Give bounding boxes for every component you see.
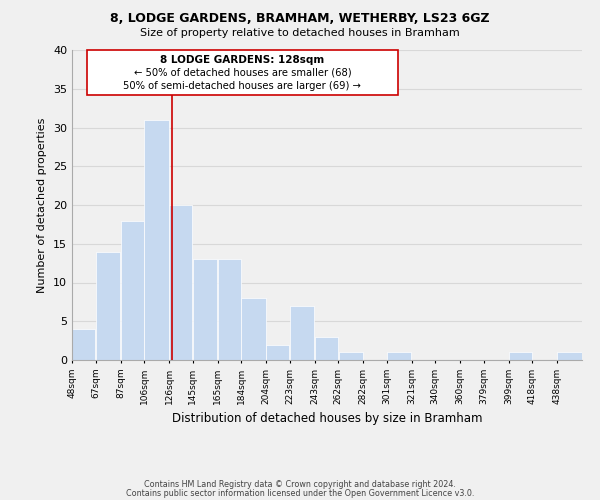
- Bar: [96, 252, 120, 360]
- Bar: [290, 306, 314, 360]
- Bar: [266, 344, 289, 360]
- Bar: [169, 205, 193, 360]
- Text: ← 50% of detached houses are smaller (68): ← 50% of detached houses are smaller (68…: [134, 68, 351, 78]
- Bar: [509, 352, 532, 360]
- Bar: [387, 352, 411, 360]
- Bar: [121, 220, 144, 360]
- Bar: [73, 329, 95, 360]
- Text: 8 LODGE GARDENS: 128sqm: 8 LODGE GARDENS: 128sqm: [160, 55, 325, 65]
- Bar: [193, 259, 217, 360]
- FancyBboxPatch shape: [87, 50, 398, 95]
- Text: 8, LODGE GARDENS, BRAMHAM, WETHERBY, LS23 6GZ: 8, LODGE GARDENS, BRAMHAM, WETHERBY, LS2…: [110, 12, 490, 26]
- Text: Contains HM Land Registry data © Crown copyright and database right 2024.: Contains HM Land Registry data © Crown c…: [144, 480, 456, 489]
- Bar: [145, 120, 169, 360]
- Bar: [338, 352, 363, 360]
- Bar: [557, 352, 581, 360]
- Text: 50% of semi-detached houses are larger (69) →: 50% of semi-detached houses are larger (…: [124, 80, 361, 90]
- Text: Contains public sector information licensed under the Open Government Licence v3: Contains public sector information licen…: [126, 489, 474, 498]
- Bar: [241, 298, 266, 360]
- X-axis label: Distribution of detached houses by size in Bramham: Distribution of detached houses by size …: [172, 412, 482, 426]
- Y-axis label: Number of detached properties: Number of detached properties: [37, 118, 47, 292]
- Text: Size of property relative to detached houses in Bramham: Size of property relative to detached ho…: [140, 28, 460, 38]
- Bar: [218, 259, 241, 360]
- Bar: [315, 337, 338, 360]
